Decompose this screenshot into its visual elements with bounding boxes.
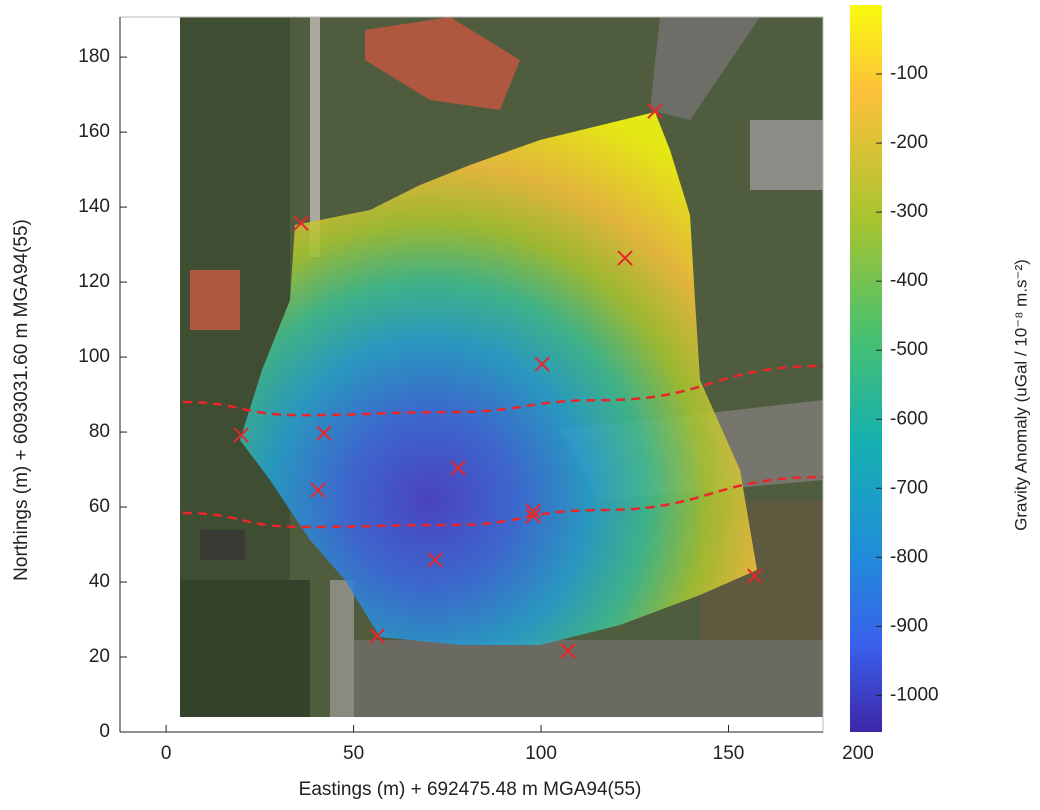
y-tick-label: 80	[89, 421, 110, 442]
x-tick-label: 50	[343, 743, 364, 764]
colorbar-tick-label: -700	[890, 477, 928, 498]
colorbar-tick-label: -100	[890, 63, 928, 84]
colorbar-tick-label: -600	[890, 408, 928, 429]
y-tick-label: 100	[78, 346, 110, 367]
y-tick-label: 120	[78, 271, 110, 292]
colorbar-label: Gravity Anomaly (uGal / 10⁻⁸ m.s⁻²)	[1011, 259, 1030, 531]
colorbar-tick-label: -200	[890, 132, 928, 153]
x-tick-label: 100	[525, 743, 557, 764]
colorbar	[850, 5, 882, 732]
colorbar-tick-label: -900	[890, 615, 928, 636]
y-tick-label: 140	[78, 196, 110, 217]
chart: Eastings (m) + 692475.48 m MGA94(55) Nor…	[0, 0, 1040, 810]
y-tick-label: 160	[78, 121, 110, 142]
x-axis-label: Eastings (m) + 692475.48 m MGA94(55)	[299, 779, 642, 800]
x-tick-label: 200	[842, 743, 874, 764]
colorbar-tick-label: -1000	[890, 684, 939, 705]
x-tick-label: 0	[161, 743, 172, 764]
colorbar-tick-label: -300	[890, 201, 928, 222]
y-tick-label: 60	[89, 496, 110, 517]
y-tick-label: 0	[99, 721, 110, 742]
y-tick-label: 40	[89, 571, 110, 592]
y-axis-label: Northings (m) + 6093031.60 m MGA94(55)	[11, 219, 32, 581]
y-tick-label: 20	[89, 646, 110, 667]
y-tick-label: 180	[78, 46, 110, 67]
colorbar-tick-label: -800	[890, 546, 928, 567]
colorbar-tick-label: -500	[890, 339, 928, 360]
colorbar-tick-label: -400	[890, 270, 928, 291]
x-tick-label: 150	[713, 743, 745, 764]
